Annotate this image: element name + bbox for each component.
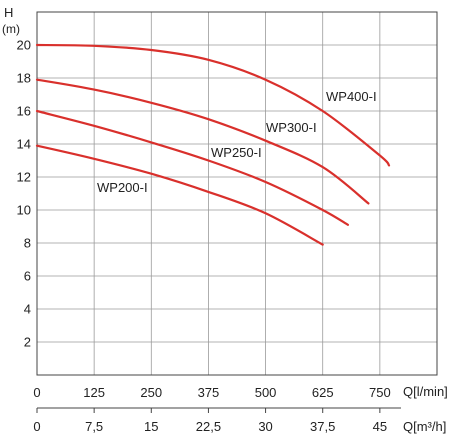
- y-tick-label: 14: [17, 137, 31, 152]
- y-tick-label: 20: [17, 38, 31, 53]
- curves: [35, 43, 391, 246]
- x-tick-label-primary: 625: [312, 385, 334, 400]
- series-label-wp250-i: WP250-I: [211, 145, 262, 160]
- x-tick-label-secondary: 22,5: [196, 419, 221, 434]
- x-tick-label-secondary: 30: [258, 419, 272, 434]
- x-tick-label-primary: 250: [140, 385, 162, 400]
- x-tick-label-primary: 750: [369, 385, 391, 400]
- x-tick-label-primary: 0: [33, 385, 40, 400]
- x-tick-label-primary: 500: [255, 385, 277, 400]
- y-tick-label: 2: [24, 335, 31, 350]
- y-tick-label: 8: [24, 236, 31, 251]
- y-tick-label: 12: [17, 170, 31, 185]
- series-label-wp300-i: WP300-I: [266, 120, 317, 135]
- y-tick-label: 16: [17, 104, 31, 119]
- x-tick-label-secondary: 15: [144, 419, 158, 434]
- series-line-wp400-i: [35, 43, 391, 167]
- series-label-wp200-i: WP200-I: [97, 180, 148, 195]
- plot-frame: [36, 11, 438, 376]
- x-tick-label-secondary: 0: [33, 419, 40, 434]
- y-tick-label: 10: [17, 203, 31, 218]
- y-tick-label: 6: [24, 269, 31, 284]
- x-tick-label-secondary: 37,5: [310, 419, 335, 434]
- grid: [37, 12, 437, 375]
- x-axis-primary-label: Q[l/min]: [403, 384, 448, 399]
- x-tick-label-secondary: 45: [373, 419, 387, 434]
- x-tick-label-primary: 375: [198, 385, 220, 400]
- x-axis-secondary-label: Q[m³/h]: [403, 419, 446, 434]
- x-ticks-primary: 0 125 250 375 500 625 750: [33, 385, 390, 400]
- y-tick-label: 18: [17, 71, 31, 86]
- y-tick-label: 4: [24, 302, 31, 317]
- y-ticks: 2 4 6 8 10 12 14 16 18 20: [17, 38, 31, 350]
- series-label-wp400-i: WP400-I: [326, 89, 377, 104]
- series-labels: WP400-I WP300-I WP250-I WP200-I: [97, 89, 377, 195]
- series-line-wp300-i: [35, 78, 370, 205]
- y-axis-unit: (m): [2, 22, 20, 36]
- y-axis-label: H: [4, 5, 13, 20]
- x-tick-label-secondary: 7,5: [85, 419, 103, 434]
- x-axis-secondary: 0 7,5 15 22,5 30 37,5 45: [33, 407, 401, 434]
- x-tick-label-primary: 125: [83, 385, 105, 400]
- series-line-wp250-i: [35, 109, 349, 226]
- series-line-wp200-i: [35, 144, 324, 246]
